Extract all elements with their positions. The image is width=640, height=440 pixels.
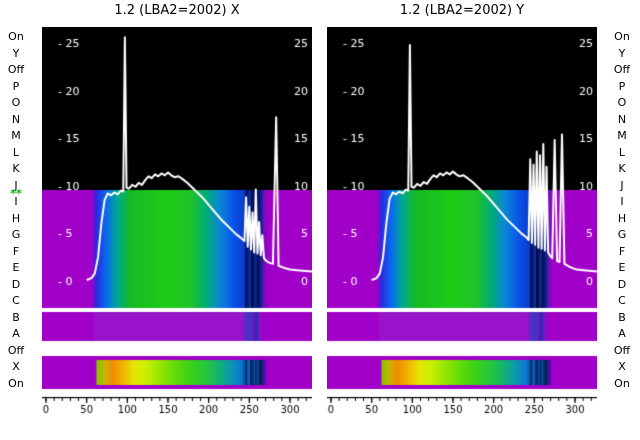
row-label: Off xyxy=(613,63,631,76)
row-labels-right: On Y Off P O N M L K J I H G F E D C B A Off X On xyxy=(607,0,637,440)
row-label: J xyxy=(14,179,18,192)
row-label: L xyxy=(12,146,20,159)
row-label: O xyxy=(617,96,627,109)
row-label: M xyxy=(11,129,21,142)
panel-title-y: 1.2 (LBA2=2002) Y xyxy=(399,3,525,18)
panel-x-plot xyxy=(42,27,312,417)
row-label: E xyxy=(618,261,626,274)
row-label: G xyxy=(617,228,627,241)
scan-marker: ** xyxy=(10,187,22,200)
row-label: C xyxy=(12,294,20,307)
row-labels-left: On Y Off P O N M L K J I H G F E D C B A Off X On ** xyxy=(1,0,31,440)
row-label: On xyxy=(614,30,630,43)
row-label: F xyxy=(618,245,626,258)
row-label: N xyxy=(11,113,21,126)
row-label: L xyxy=(618,146,626,159)
row-label: Y xyxy=(618,47,626,60)
row-label: H xyxy=(11,212,21,225)
row-label: A xyxy=(12,327,20,340)
row-label: Off xyxy=(613,344,631,357)
row-label: Off xyxy=(7,344,25,357)
row-label: X xyxy=(12,360,20,373)
row-label: On xyxy=(8,377,24,390)
row-label: O xyxy=(11,96,21,109)
row-label: M xyxy=(617,129,627,142)
row-label: J xyxy=(620,179,624,192)
row-label: B xyxy=(12,311,20,324)
row-label: I xyxy=(14,195,18,208)
row-label: P xyxy=(12,80,20,93)
row-label: X xyxy=(618,360,626,373)
row-label: F xyxy=(12,245,20,258)
row-label: D xyxy=(617,278,627,291)
row-label: Off xyxy=(7,63,25,76)
row-label: C xyxy=(618,294,626,307)
row-label: G xyxy=(11,228,21,241)
row-label: I xyxy=(620,195,624,208)
row-label: On xyxy=(8,30,24,43)
panel-y-plot xyxy=(327,27,597,417)
row-label: B xyxy=(618,311,626,324)
row-label: Y xyxy=(12,47,20,60)
row-label: P xyxy=(618,80,626,93)
row-label: A xyxy=(618,327,626,340)
row-label: On xyxy=(614,377,630,390)
row-label: N xyxy=(617,113,627,126)
row-label: H xyxy=(617,212,627,225)
row-label: K xyxy=(618,162,626,175)
row-label: E xyxy=(12,261,20,274)
row-label: D xyxy=(11,278,21,291)
row-label: K xyxy=(12,162,20,175)
panel-title-x: 1.2 (LBA2=2002) X xyxy=(114,3,240,18)
